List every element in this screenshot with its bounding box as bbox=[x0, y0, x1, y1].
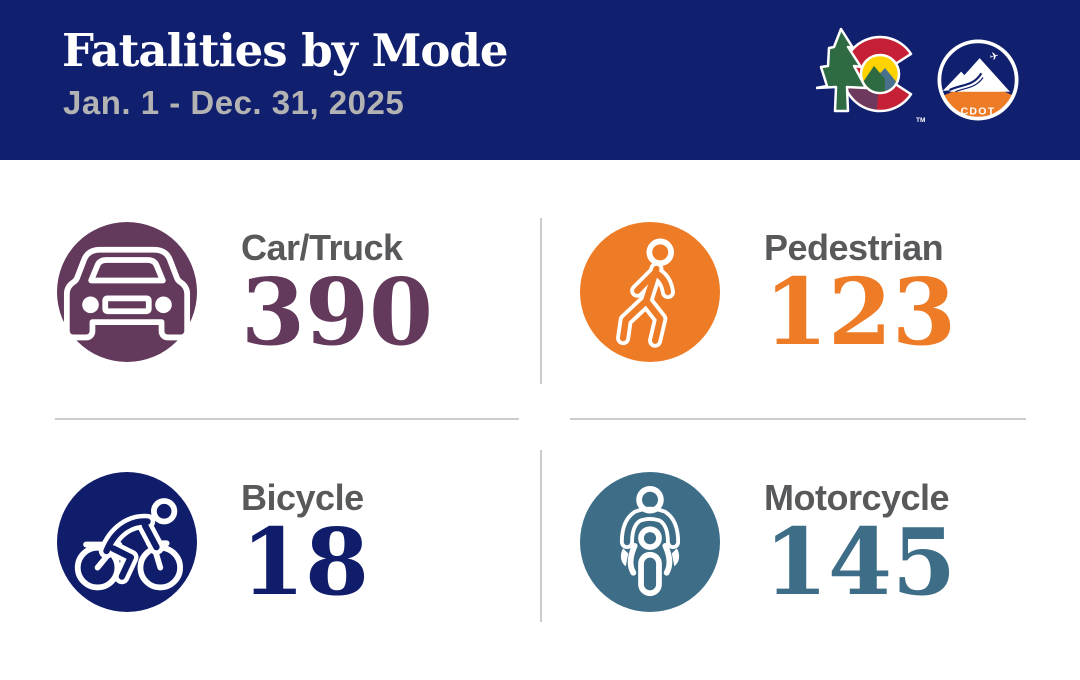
date-range: Jan. 1 - Dec. 31, 2025 bbox=[63, 84, 405, 121]
cdot-road bbox=[948, 72, 983, 92]
card-label: Pedestrian bbox=[764, 227, 944, 269]
card-value: 18 bbox=[241, 508, 370, 617]
pedestrian-icon bbox=[616, 238, 675, 348]
divider-horizontal-left bbox=[55, 418, 519, 420]
card-value: 123 bbox=[764, 258, 957, 367]
bicycle-icon bbox=[74, 498, 183, 591]
motorcycle-icon bbox=[619, 486, 681, 597]
header-banner: Fatalities by Mode Jan. 1 - Dec. 31, 202… bbox=[0, 0, 1080, 160]
page-title: Fatalities by Mode bbox=[62, 24, 508, 77]
trademark-text: TM bbox=[916, 117, 925, 124]
cdot-logo-text: CDOT bbox=[961, 105, 996, 117]
card-value: 145 bbox=[764, 508, 957, 617]
card-label: Car/Truck bbox=[241, 227, 403, 269]
stat-card-motorcycle: Motorcycle 145 bbox=[580, 472, 956, 612]
divider-horizontal-right bbox=[570, 418, 1026, 420]
card-label: Bicycle bbox=[241, 477, 364, 519]
motorcycle-icon-circle bbox=[580, 472, 720, 612]
stat-card-bicycle: Bicycle 18 bbox=[57, 472, 369, 612]
card-label: Motorcycle bbox=[764, 477, 950, 519]
cdot-logo-icon: ✈ CDOT bbox=[937, 39, 1019, 121]
car-icon bbox=[63, 246, 191, 341]
card-value: 390 bbox=[241, 258, 434, 367]
divider-vertical-top bbox=[540, 218, 542, 384]
car-icon-circle bbox=[57, 222, 197, 362]
divider-vertical-bottom bbox=[540, 450, 542, 622]
pedestrian-icon-circle bbox=[580, 222, 720, 362]
colorado-logo-icon: TM bbox=[816, 27, 925, 124]
stat-card-pedestrian: Pedestrian 123 bbox=[580, 222, 956, 362]
stat-card-car-truck: Car/Truck 390 bbox=[57, 222, 433, 362]
bicycle-icon-circle bbox=[57, 472, 197, 612]
plane-icon: ✈ bbox=[988, 49, 1000, 64]
